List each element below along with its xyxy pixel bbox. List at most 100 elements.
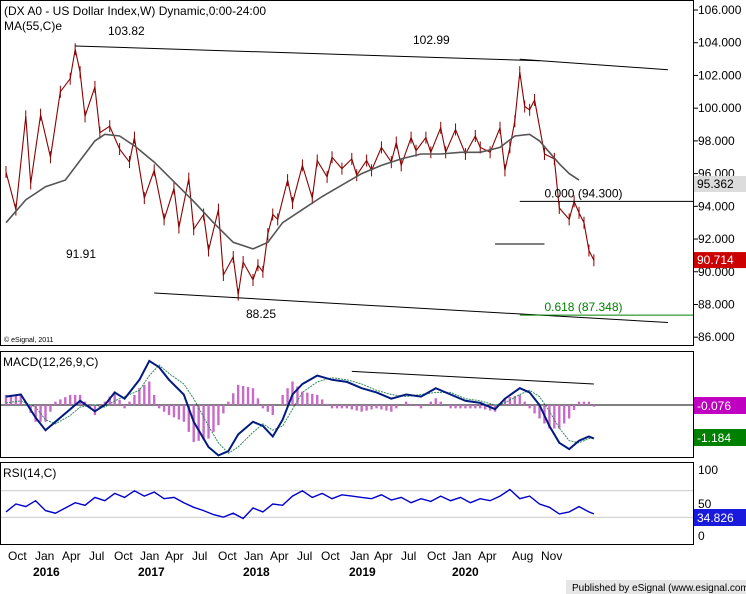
macd-hist-bar-84 [419, 405, 423, 409]
macd-hist-bar-67 [335, 405, 339, 409]
macd-hist-bar-62 [311, 393, 314, 405]
x-label-7: Jul [192, 549, 207, 563]
macd-hist-bar-71 [355, 405, 358, 411]
macd-hist-bar-112 [558, 405, 561, 429]
macd-hist-bar-114 [567, 405, 571, 419]
x-label-20: Nov [541, 549, 562, 563]
macd-hist-bar-1 [9, 394, 13, 405]
macd-hist-bar-44 [222, 405, 225, 414]
x-label-4: Oct [114, 549, 133, 563]
macd-hist-bar-9 [49, 405, 52, 412]
macd-hist-bar-52 [261, 405, 265, 409]
macd-hist-bar-53 [266, 405, 270, 412]
macd-hist-bar-110 [548, 405, 551, 429]
x-label-16: Oct [427, 549, 446, 563]
x-label-0: Oct [8, 549, 27, 563]
main-panel [0, 0, 694, 346]
macd-badge-0: -0.076 [697, 399, 731, 413]
macd-hist-bar-93 [464, 405, 467, 409]
macd-hist-bar-20 [103, 401, 106, 405]
last-price-badge-bg [694, 252, 746, 269]
macd-hist-bar-69 [345, 405, 349, 409]
macd-hist-bar-37 [187, 405, 190, 432]
macd-hist-bar-87 [434, 398, 437, 405]
x-label-18: Apr [478, 549, 497, 563]
macd-hist-bar-28 [143, 384, 146, 405]
macd-hist-bar-41 [207, 405, 210, 439]
macd-badge-0-bg [694, 397, 746, 414]
macd-hist-bar-34 [172, 405, 176, 418]
macd-hist-bar-74 [370, 405, 373, 410]
macd-hist-bar-111 [553, 405, 556, 429]
price-annotation-0: 103.82 [108, 24, 145, 38]
macd-hist-bar-61 [306, 392, 309, 405]
macd-hist-bar-46 [232, 393, 235, 405]
macd-hist-bar-42 [212, 405, 215, 432]
x-label-19: Aug [512, 549, 533, 563]
y-tick-label-1: 104.000 [698, 36, 742, 50]
macd-hist-bar-2 [14, 394, 18, 405]
macd-hist-bar-72 [360, 405, 363, 412]
macd-hist-bar-96 [479, 405, 482, 409]
macd-hist-bar-33 [167, 405, 171, 416]
macd-hist-bar-31 [157, 405, 161, 409]
macd-hist-bar-65 [325, 403, 329, 405]
year-label-4: 2020 [452, 565, 479, 579]
macd-hist-bar-47 [236, 384, 240, 405]
macd-signal-line [5, 364, 594, 454]
macd-hist-bar-22 [113, 391, 116, 405]
macd-badge-1-bg [694, 429, 746, 446]
macd-hist-bar-21 [108, 396, 111, 405]
macd-hist-bar-116 [577, 401, 581, 405]
rsi-layer: 100 50 0 34.826 [1, 463, 746, 543]
macd-hist-bar-51 [256, 398, 260, 405]
x-label-1: Jan [35, 549, 54, 563]
macd-hist-bar-3 [19, 394, 23, 405]
y-tick-label-3: 100.000 [698, 101, 742, 115]
fib-label-1: 0.618 (87.348) [544, 300, 622, 314]
ma-series-line [5, 133, 580, 250]
macd-hist-bar-104 [518, 394, 521, 405]
macd-layer: -0.076 -1.184 [1, 359, 746, 457]
x-label-2: Apr [62, 549, 81, 563]
x-label-17: Jan [452, 549, 471, 563]
macd-hist-bar-117 [582, 401, 586, 405]
macd-hist-bar-13 [69, 394, 72, 405]
chart-title: (DX A0 - US Dollar Index,W) Dynamic,0:00… [4, 4, 266, 18]
macd-hist-bar-59 [296, 386, 299, 405]
rsi-panel [0, 462, 694, 545]
last-price-badge: 90.714 [697, 253, 734, 267]
x-label-14: Apr [374, 549, 393, 563]
axis-layer: 106.000104.000102.000100.00098.00096.000… [8, 3, 746, 579]
x-label-6: Apr [165, 549, 184, 563]
y-tick-label-9: 88.000 [698, 297, 735, 311]
macd-hist-bar-66 [330, 405, 334, 409]
macd-hist-bar-30 [153, 394, 156, 405]
macd-hist-bar-14 [73, 394, 77, 405]
macd-hist-bar-27 [138, 388, 141, 405]
macd-hist-bar-103 [513, 396, 517, 405]
macd-badge-1: -1.184 [697, 431, 731, 445]
x-label-11: Jul [297, 549, 312, 563]
year-label-1: 2017 [138, 565, 165, 579]
macd-hist-bar-8 [44, 405, 47, 422]
macd-hist-bar-81 [404, 401, 408, 405]
copyright-label: © eSignal, 2011 [4, 336, 54, 344]
ma-label: MA(55,C)e [4, 19, 62, 33]
macd-hist-bar-88 [439, 401, 442, 405]
macd-hist-bar-83 [414, 405, 418, 407]
macd-hist-bar-0 [4, 394, 8, 405]
main-price-layer: 0.000 (94.300) 0.618 (87.348) 103.82 102.99… [5, 24, 693, 323]
macd-hist-bar-78 [390, 405, 393, 412]
macd-hist-bar-18 [93, 405, 97, 416]
macd-hist-bar-77 [385, 405, 388, 411]
fib-label-0: 0.000 (94.300) [544, 186, 622, 200]
macd-hist-bar-73 [365, 405, 368, 411]
rsi-title: RSI(14,C) [3, 466, 56, 480]
macd-hist-bar-48 [241, 385, 245, 405]
rsi-tick-1: 50 [698, 497, 712, 511]
x-label-3: Jul [89, 549, 104, 563]
macd-hist-bar-49 [246, 387, 250, 405]
macd-hist-bar-97 [483, 405, 487, 410]
macd-hist-bar-64 [320, 399, 324, 405]
